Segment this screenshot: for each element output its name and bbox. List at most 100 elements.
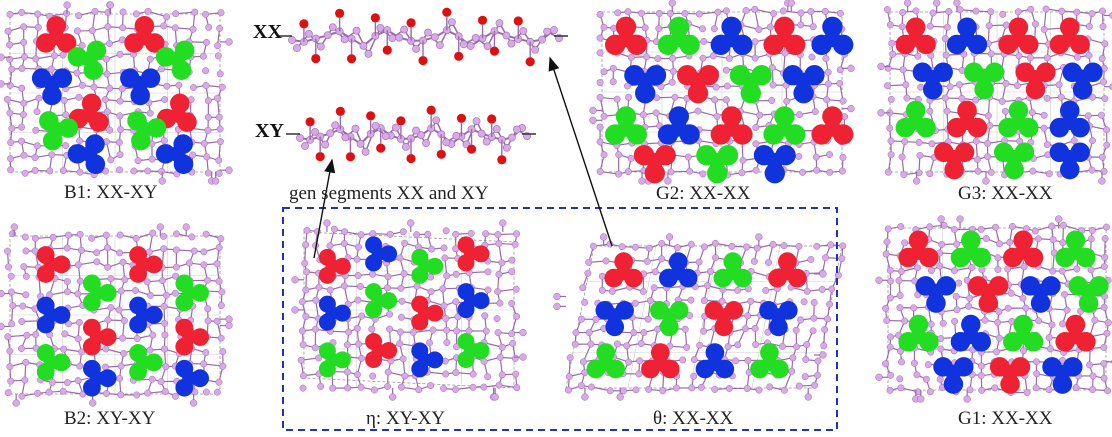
molecule-red <box>605 16 647 55</box>
carbon-atom <box>288 36 296 44</box>
caption-g3: G3: XX-XX <box>958 183 1053 204</box>
segment-xy <box>286 105 536 165</box>
molecule-green <box>650 301 689 337</box>
molecule-red <box>1015 62 1056 100</box>
molecule-green <box>129 344 163 381</box>
oxygen-atom <box>311 53 321 64</box>
molecule-green <box>750 343 789 379</box>
carbon-atom <box>495 19 504 27</box>
molecule-layer <box>31 15 197 174</box>
molecule-green <box>67 40 107 80</box>
carbon-atom <box>364 49 373 58</box>
molecule-green <box>895 100 936 138</box>
molecule-green <box>605 106 647 145</box>
molecule-blue <box>759 301 798 337</box>
carbon-atom <box>328 23 337 32</box>
molecule-red <box>411 295 444 331</box>
carbon-atom <box>550 26 558 34</box>
molecule-blue <box>31 68 73 106</box>
molecule-green <box>993 142 1035 180</box>
molecule-red <box>898 230 939 268</box>
molecule-red <box>124 15 165 53</box>
panel-b1 <box>0 1 233 185</box>
carbon-atom <box>388 34 397 43</box>
carbon-atom <box>519 27 528 35</box>
molecule-blue <box>1062 62 1103 100</box>
molecule-red <box>633 145 676 184</box>
carbon-atom <box>293 44 301 52</box>
molecule-green <box>950 230 991 268</box>
molecule-blue <box>318 295 351 331</box>
carbon-atom <box>422 139 430 148</box>
carbon-atom <box>326 129 335 138</box>
molecule-red <box>895 17 936 55</box>
molecule-blue <box>695 343 735 379</box>
oxygen-atom <box>382 45 392 55</box>
molecule-blue <box>782 65 825 104</box>
carbon-atom <box>400 25 409 34</box>
carbon-atom <box>351 124 360 133</box>
molecule-blue <box>129 296 163 334</box>
molecule-red <box>811 106 854 145</box>
molecule-green <box>127 111 167 151</box>
oxygen-atom <box>335 106 345 116</box>
oxygen-atom <box>406 18 416 28</box>
molecule-blue <box>155 134 194 174</box>
molecule-blue <box>950 314 991 352</box>
molecule-layer <box>36 246 209 397</box>
molecule-green <box>729 65 772 104</box>
molecule-blue <box>82 359 117 397</box>
molecule-red <box>710 106 753 145</box>
molecule-green <box>318 342 351 378</box>
molecule-green <box>82 274 117 312</box>
carbon-atom <box>316 42 325 51</box>
molecule-green <box>175 274 209 312</box>
molecule-red <box>36 15 77 53</box>
carbon-atom <box>432 116 441 125</box>
carbon-atom <box>442 138 451 147</box>
molecule-blue <box>753 145 796 184</box>
oxygen-atom <box>513 16 523 26</box>
carbon-atom <box>359 41 368 50</box>
molecule-red <box>175 318 209 356</box>
segments-caption: gen segments XX and XY <box>289 183 489 204</box>
carbon-atom <box>466 42 475 50</box>
carbon-atom <box>356 139 365 148</box>
molecule-red <box>365 333 398 369</box>
molecule-blue <box>1049 142 1090 180</box>
panel-theta <box>553 233 847 401</box>
molecule-blue <box>624 65 667 104</box>
molecule-blue <box>658 252 698 288</box>
molecule-blue <box>811 16 854 55</box>
molecule-green <box>155 40 195 80</box>
molecule-green <box>964 62 1005 100</box>
molecule-red <box>768 252 807 288</box>
oxygen-atom <box>299 19 309 29</box>
carbon-atom <box>482 137 491 146</box>
oxygen-atom <box>442 7 452 17</box>
carbon-atom <box>492 125 501 133</box>
carbon-atom <box>376 23 385 32</box>
carbon-atom <box>361 147 370 156</box>
carbon-atom <box>395 33 404 42</box>
molecule-blue <box>595 301 634 337</box>
carbon-atom <box>513 125 521 134</box>
molecule-blue <box>1042 357 1083 394</box>
oxygen-atom <box>456 113 467 123</box>
carbon-atom <box>391 123 400 132</box>
molecule-green <box>713 252 753 288</box>
molecule-blue <box>1020 276 1061 313</box>
molecule-green <box>1068 276 1109 313</box>
carbon-atom <box>321 140 330 149</box>
caption-theta: θ: XX-XX <box>653 408 734 429</box>
caption-b2: B2: XY-XY <box>64 408 156 429</box>
molecule-green <box>898 314 939 352</box>
molecule-green <box>763 106 806 145</box>
carbon-atom <box>305 29 313 38</box>
carbon-atom <box>502 31 511 40</box>
molecule-blue <box>365 236 398 272</box>
carbon-atom <box>431 33 439 42</box>
molecule-green <box>696 145 739 184</box>
molecule-blue <box>946 17 988 55</box>
panel-eta <box>291 219 527 401</box>
